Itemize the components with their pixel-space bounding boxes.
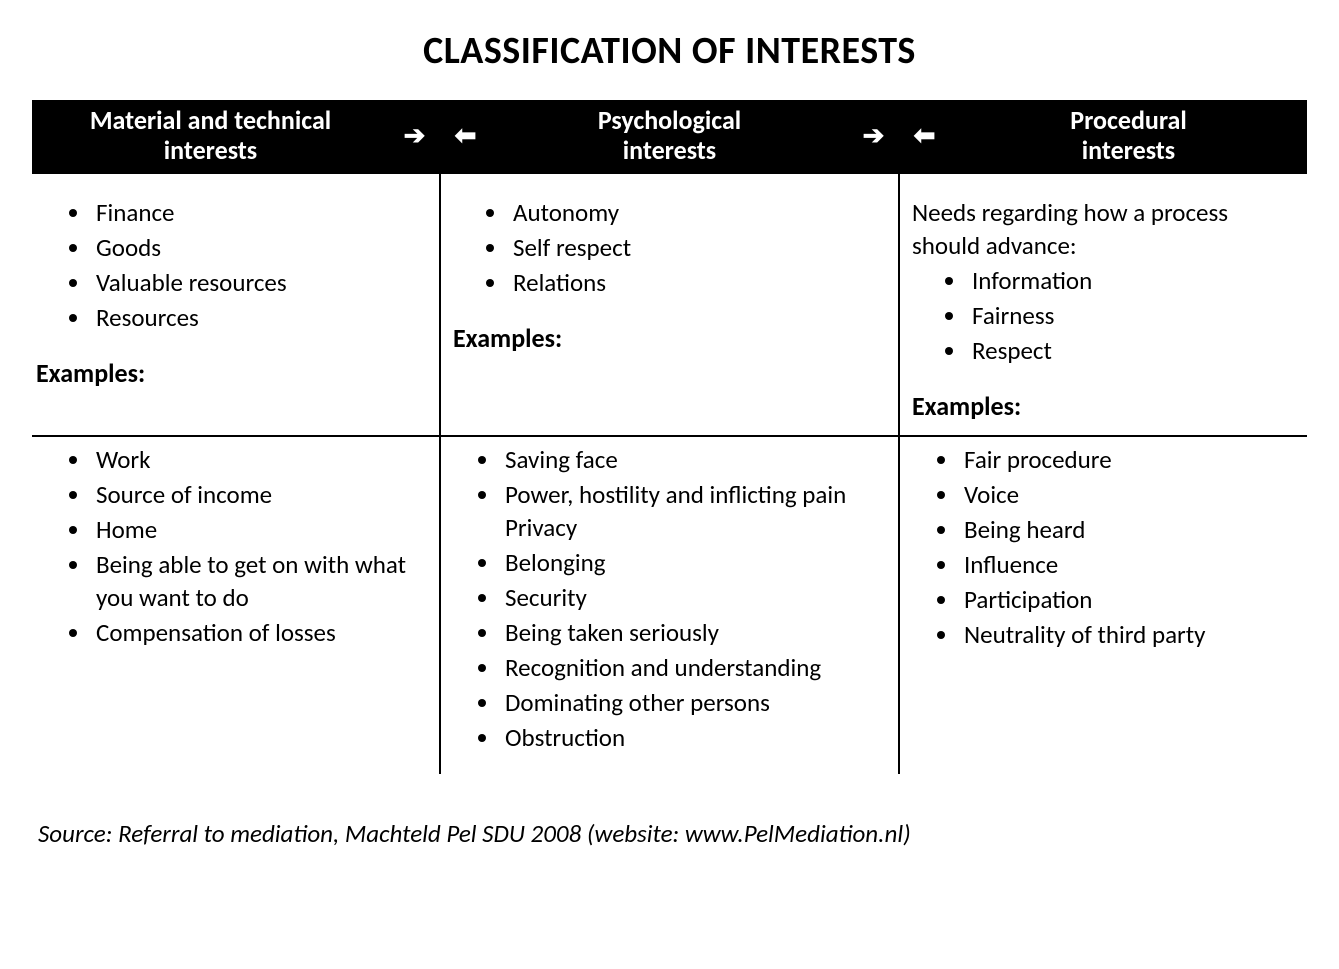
table-header-row: Material and technical interests ➔ ⬅ Psy… <box>32 100 1307 174</box>
arrow-left-icon: ⬅ <box>440 100 491 174</box>
list-item: Respect <box>968 334 1297 367</box>
cell-psychological-items: Autonomy Self respect Relations Examples… <box>440 174 899 436</box>
material-items-list: Finance Goods Valuable resources Resourc… <box>36 196 429 334</box>
col-header-line1: Procedural <box>1070 104 1187 136</box>
list-item: Dominating other persons <box>501 686 888 719</box>
list-item: Resources <box>92 301 429 334</box>
source-citation: Source: Referral to mediation, Machteld … <box>38 818 1307 849</box>
list-item: Neutrality of third party <box>960 618 1297 651</box>
list-item: Goods <box>92 231 429 264</box>
list-item: Fair procedure <box>960 443 1297 476</box>
table-examples-row: Work Source of income Home Being able to… <box>32 436 1307 774</box>
examples-label: Examples: <box>453 321 888 355</box>
examples-label: Examples: <box>36 356 429 390</box>
list-item: Voice <box>960 478 1297 511</box>
examples-label: Examples: <box>912 389 1297 423</box>
cell-psychological-examples: Saving face Power, hostility and inflict… <box>440 436 899 774</box>
list-item: Being taken seriously <box>501 616 888 649</box>
page: CLASSIFICATION OF INTERESTS Material and… <box>0 0 1339 873</box>
list-item: Recognition and understanding <box>501 651 888 684</box>
list-item: Information <box>968 264 1297 297</box>
list-item: Influence <box>960 548 1297 581</box>
psychological-items-list: Autonomy Self respect Relations <box>453 196 888 299</box>
col-header-line1: Psychological <box>598 104 741 136</box>
col-header-line2: interests <box>623 134 716 166</box>
procedural-examples-list: Fair procedure Voice Being heard Influen… <box>904 443 1297 651</box>
cell-material-examples: Work Source of income Home Being able to… <box>32 436 440 774</box>
col-header-line2: interests <box>1082 134 1175 166</box>
list-item: Being heard <box>960 513 1297 546</box>
list-item: Security <box>501 581 888 614</box>
cell-procedural-examples: Fair procedure Voice Being heard Influen… <box>899 436 1307 774</box>
classification-table: Material and technical interests ➔ ⬅ Psy… <box>32 100 1307 774</box>
list-item: Being able to get on with what you want … <box>92 548 429 614</box>
list-item: Participation <box>960 583 1297 616</box>
list-item: Fairness <box>968 299 1297 332</box>
list-item: Valuable resources <box>92 266 429 299</box>
list-item: Saving face <box>501 443 888 476</box>
list-item: Belonging <box>501 546 888 579</box>
page-title: CLASSIFICATION OF INTERESTS <box>32 28 1307 74</box>
col-header-line1: Material and technical <box>90 104 331 136</box>
col-header-line2: interests <box>164 134 257 166</box>
list-item: Self respect <box>509 231 888 264</box>
col-header-procedural: Procedural interests <box>950 100 1307 174</box>
col-header-psychological: Psychological interests <box>491 100 848 174</box>
list-item: Home <box>92 513 429 546</box>
arrow-right-icon: ➔ <box>389 100 440 174</box>
list-item: Source of income <box>92 478 429 511</box>
psychological-examples-list: Saving face Power, hostility and inflict… <box>445 443 888 754</box>
table-items-row: Finance Goods Valuable resources Resourc… <box>32 174 1307 436</box>
list-item: Obstruction <box>501 721 888 754</box>
material-examples-list: Work Source of income Home Being able to… <box>36 443 429 649</box>
procedural-items-list: Information Fairness Respect <box>912 264 1297 367</box>
list-item: Power, hostility and inflicting pain Pri… <box>501 478 888 544</box>
list-item: Finance <box>92 196 429 229</box>
list-item: Autonomy <box>509 196 888 229</box>
col-header-material: Material and technical interests <box>32 100 389 174</box>
arrow-left-icon: ⬅ <box>899 100 950 174</box>
cell-material-items: Finance Goods Valuable resources Resourc… <box>32 174 440 436</box>
cell-procedural-items: Needs regarding how a process should adv… <box>899 174 1307 436</box>
list-item: Work <box>92 443 429 476</box>
arrow-right-icon: ➔ <box>848 100 899 174</box>
list-item: Relations <box>509 266 888 299</box>
procedural-intro: Needs regarding how a process should adv… <box>912 196 1297 262</box>
list-item: Compensation of losses <box>92 616 429 649</box>
